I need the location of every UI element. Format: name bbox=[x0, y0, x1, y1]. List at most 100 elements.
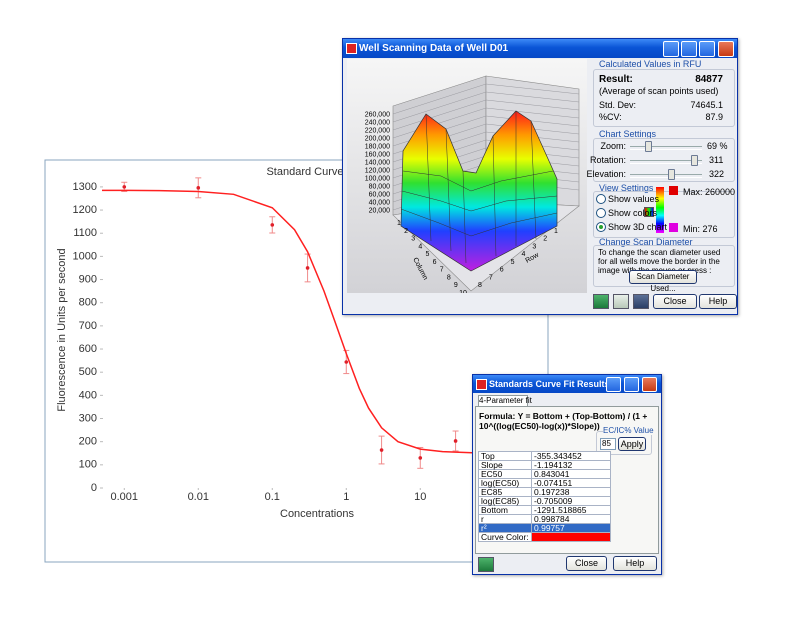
row-label: 6 bbox=[500, 267, 504, 274]
rotation-label: Rotation: bbox=[589, 155, 626, 165]
well-3d-chart: 260,000240,000220,000200,000180,000160,0… bbox=[347, 59, 587, 293]
excel-button[interactable] bbox=[593, 294, 609, 309]
x-tick-label: 0.001 bbox=[111, 491, 139, 503]
row-label: 3 bbox=[532, 243, 536, 250]
radio-label: Show values bbox=[608, 194, 660, 204]
section-heading: Calculated Values in RFU bbox=[599, 59, 702, 69]
elevation-slider[interactable] bbox=[630, 174, 702, 178]
z-axis-label: 60,000 bbox=[369, 192, 391, 199]
x-axis-label: Concentrations bbox=[280, 508, 354, 520]
group-box bbox=[593, 69, 735, 127]
table-row: Bottom -1291.518865 bbox=[478, 505, 611, 515]
help-button[interactable] bbox=[663, 41, 679, 57]
print-button[interactable] bbox=[613, 294, 629, 309]
y-tick-label: 1100 bbox=[73, 227, 97, 239]
data-point bbox=[379, 448, 384, 452]
y-axis-label: Fluorescence in Units per second bbox=[56, 248, 68, 411]
title-bar: Well Scanning Data of Well D01 bbox=[343, 39, 737, 58]
parameter-value: -0.074151 bbox=[531, 478, 611, 488]
help-button[interactable]: Help bbox=[613, 556, 657, 571]
y-tick-label: 300 bbox=[79, 412, 97, 424]
grid-line bbox=[392, 83, 580, 115]
z-axis-label: 80,000 bbox=[369, 184, 391, 191]
excel-button[interactable] bbox=[478, 557, 494, 572]
row-label: 7 bbox=[489, 274, 493, 281]
radio-button[interactable] bbox=[596, 208, 606, 218]
maximize-button[interactable] bbox=[624, 377, 639, 392]
max-label: Max: 260000 bbox=[683, 187, 736, 197]
close-button[interactable]: Close bbox=[566, 556, 607, 571]
save-button[interactable] bbox=[633, 294, 649, 309]
y-tick-label: 700 bbox=[79, 320, 97, 332]
parameter-name: Curve Color: bbox=[478, 532, 532, 542]
group-box bbox=[593, 138, 735, 182]
elevation-value: 322 bbox=[709, 169, 725, 179]
surface-mesh bbox=[400, 111, 558, 264]
close-button[interactable] bbox=[718, 41, 734, 57]
z-axis-label: 180,000 bbox=[365, 144, 390, 151]
z-axis-label: 220,000 bbox=[365, 128, 390, 135]
rotation-value: 311 bbox=[709, 155, 724, 165]
cv-label: %CV: bbox=[599, 112, 622, 122]
data-point bbox=[453, 439, 458, 443]
x-tick-label: 1 bbox=[343, 491, 349, 503]
radio-label: Show 3D chart bbox=[608, 222, 668, 232]
well-scanning-window: Well Scanning Data of Well D01 260,000 24… bbox=[342, 38, 738, 315]
data-point bbox=[344, 360, 349, 364]
help-button[interactable]: Help bbox=[699, 294, 737, 309]
ec-label: EC/IC% Value bbox=[603, 426, 654, 435]
ec-input[interactable]: 85 bbox=[600, 438, 616, 450]
window-title: Standards Curve Fit Results bbox=[489, 379, 610, 389]
z-axis-label: 40,000 bbox=[369, 200, 391, 207]
z-axis-label: 140,000 bbox=[365, 160, 390, 167]
z-axis-label: 240,000 bbox=[365, 120, 390, 127]
radio-button[interactable] bbox=[596, 194, 606, 204]
close-button[interactable] bbox=[642, 377, 657, 392]
column-label: 5 bbox=[425, 251, 429, 258]
title-bar: Standards Curve Fit Results bbox=[473, 375, 661, 393]
curve-color-swatch bbox=[531, 532, 611, 542]
x-tick-label: 10 bbox=[414, 491, 426, 503]
minimize-button[interactable] bbox=[606, 377, 621, 392]
maximize-button[interactable] bbox=[699, 41, 715, 57]
slider-thumb[interactable] bbox=[668, 169, 675, 180]
colors-icon bbox=[644, 207, 654, 217]
row-label: 8 bbox=[478, 282, 482, 289]
slider-thumb[interactable] bbox=[691, 155, 698, 166]
section-heading: Change Scan Diameter bbox=[599, 237, 693, 247]
grid-line bbox=[392, 91, 580, 123]
result-value: 84877 bbox=[695, 74, 723, 85]
section-heading: View Settings bbox=[599, 183, 654, 193]
close-button[interactable]: Close bbox=[653, 294, 697, 309]
zoom-value: 69 % bbox=[707, 141, 728, 151]
parameter-value: 0.99757 bbox=[531, 523, 611, 533]
row-label: 1 bbox=[554, 228, 558, 235]
column-label: 9 bbox=[454, 282, 458, 289]
y-tick-label: 900 bbox=[79, 273, 97, 285]
table-row: Curve Color: bbox=[478, 532, 611, 542]
zoom-slider[interactable] bbox=[630, 146, 702, 150]
y-tick-label: 400 bbox=[79, 389, 97, 401]
apply-button[interactable]: Apply bbox=[618, 437, 646, 451]
y-tick-label: 100 bbox=[79, 459, 97, 471]
scan-diameter-button[interactable]: Scan Diameter Used... bbox=[629, 270, 697, 293]
rotation-slider[interactable] bbox=[630, 160, 702, 164]
radio-label: Show colors bbox=[608, 208, 658, 218]
minimize-button[interactable] bbox=[681, 41, 697, 57]
min-swatch bbox=[669, 223, 678, 232]
y-tick-label: 600 bbox=[79, 343, 97, 355]
radio-button[interactable] bbox=[596, 222, 606, 232]
surface bbox=[400, 110, 558, 272]
parameter-value: -1.194132 bbox=[531, 460, 611, 470]
y-tick-label: 0 bbox=[91, 482, 97, 494]
y-tick-label: 500 bbox=[79, 366, 97, 378]
x-tick-label: 0.1 bbox=[265, 491, 280, 503]
parameter-name: Bottom bbox=[478, 505, 532, 515]
slider-thumb[interactable] bbox=[645, 141, 652, 152]
z-axis-label: 120,000 bbox=[365, 168, 390, 175]
row-label: 5 bbox=[511, 259, 515, 266]
column-label: 1 bbox=[397, 220, 401, 227]
z-axis-label: 20,000 bbox=[369, 208, 391, 215]
tab[interactable]: 4-Parameter fit bbox=[478, 395, 532, 406]
x-tick-label: 0.01 bbox=[188, 491, 209, 503]
